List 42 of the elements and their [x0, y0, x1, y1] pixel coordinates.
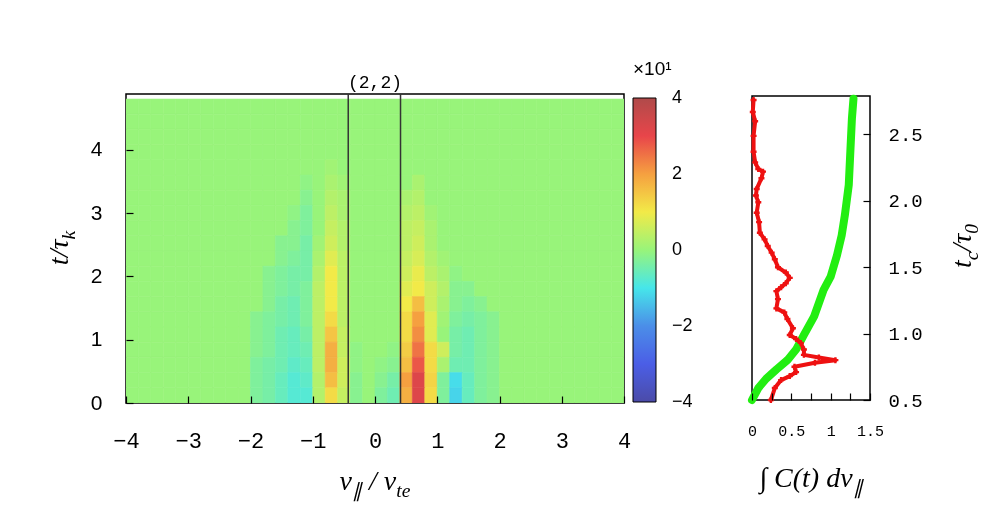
x-tick-label: 2 — [493, 429, 507, 455]
x-tick-label: 0.5 — [778, 423, 806, 441]
point — [789, 325, 796, 332]
point — [781, 309, 788, 316]
y2-tick-label: 2.5 — [888, 125, 923, 147]
color-bar-label: 0 — [672, 239, 683, 259]
point — [750, 96, 757, 103]
y2-tick-label: 1.0 — [888, 324, 923, 347]
color-bar-label: 2 — [672, 163, 683, 183]
x-tick-label: 1 — [431, 429, 445, 455]
x-tick-label: 4 — [617, 429, 632, 455]
x-tick-label: 1.5 — [856, 423, 885, 441]
y-tick-label: 3 — [90, 200, 103, 224]
x-tick-label: 0 — [368, 429, 383, 455]
x-tick-label: −4 — [113, 429, 140, 455]
point — [760, 168, 767, 175]
chart-title: (2,2) — [347, 73, 403, 93]
color-bar-label: 4 — [672, 87, 683, 107]
point — [784, 316, 791, 323]
x-tick-label: −1 — [300, 429, 327, 455]
point — [782, 269, 789, 276]
color-bar-label: −4 — [672, 391, 693, 411]
y2-tick-label: 1.5 — [888, 257, 923, 280]
y-tick-label: 1 — [90, 327, 103, 351]
y-tick-label: 0 — [90, 390, 103, 414]
point — [752, 192, 759, 199]
point — [768, 249, 775, 256]
x-tick-label: 3 — [555, 429, 569, 455]
y2-tick-label: 2.0 — [888, 191, 923, 214]
color-bar-title: ×10¹ — [633, 58, 672, 79]
x-tick-label: 0 — [747, 423, 758, 441]
point — [752, 159, 759, 166]
x-axis-title: ∫ C(t) dv$_{∥}$ — [759, 462, 863, 498]
y-tick-label: 2 — [90, 263, 103, 287]
x-tick-label: −3 — [175, 429, 202, 455]
x-tick-label: −2 — [237, 429, 265, 455]
color-bar-label: −2 — [672, 315, 693, 335]
y-tick-label: 4 — [90, 137, 103, 161]
x-tick-label: 1 — [826, 423, 836, 441]
y2-tick-label: 0.5 — [888, 390, 923, 413]
x-axis-title: v$_{∥}$ / v$_{te}$ — [339, 465, 411, 501]
point — [761, 236, 768, 243]
